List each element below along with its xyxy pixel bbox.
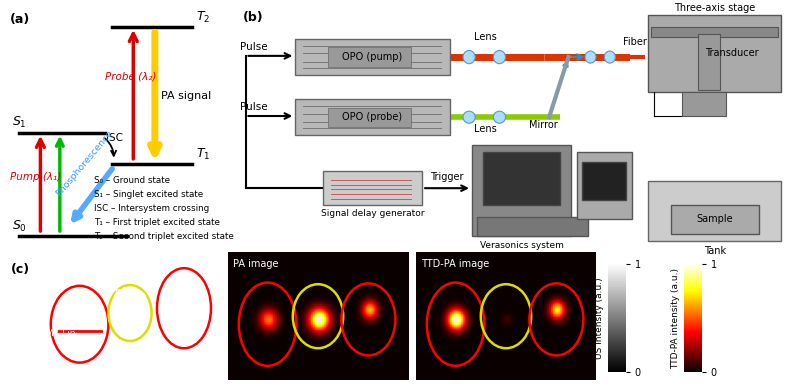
Text: Trigger: Trigger xyxy=(430,172,464,182)
Text: 2 mm: 2 mm xyxy=(146,357,173,366)
Text: Ink: Ink xyxy=(114,288,128,296)
FancyBboxPatch shape xyxy=(295,99,450,135)
Text: Pulse: Pulse xyxy=(240,102,268,113)
Text: ISC: ISC xyxy=(106,133,123,143)
FancyBboxPatch shape xyxy=(295,39,450,75)
Text: OPO (pump): OPO (pump) xyxy=(342,52,402,62)
Text: Signal delay generator: Signal delay generator xyxy=(321,209,424,218)
Text: T₁ – First triplet excited state: T₁ – First triplet excited state xyxy=(94,218,220,227)
Circle shape xyxy=(730,29,743,35)
Circle shape xyxy=(658,29,672,35)
FancyBboxPatch shape xyxy=(328,107,411,127)
Circle shape xyxy=(708,29,722,35)
Ellipse shape xyxy=(494,50,506,64)
Text: $T_2$: $T_2$ xyxy=(196,9,210,24)
Circle shape xyxy=(675,29,688,35)
Text: TTD-PA image: TTD-PA image xyxy=(422,258,490,268)
Ellipse shape xyxy=(494,111,506,123)
Text: S₀ – Ground state: S₀ – Ground state xyxy=(94,176,170,185)
FancyBboxPatch shape xyxy=(649,15,781,92)
Y-axis label: US intensity (a.u.): US intensity (a.u.) xyxy=(595,277,604,359)
Text: Three-axis stage: Three-axis stage xyxy=(674,3,755,13)
Ellipse shape xyxy=(62,315,98,324)
FancyBboxPatch shape xyxy=(649,181,781,241)
Text: Sample: Sample xyxy=(697,215,733,224)
Ellipse shape xyxy=(463,111,475,123)
Text: (c): (c) xyxy=(11,263,30,276)
Text: Pump (λ₁): Pump (λ₁) xyxy=(10,172,62,182)
FancyBboxPatch shape xyxy=(472,145,571,236)
Text: Lens: Lens xyxy=(474,32,497,42)
Ellipse shape xyxy=(60,299,99,318)
Text: Verasonics system: Verasonics system xyxy=(479,241,563,250)
Text: US image: US image xyxy=(46,258,92,268)
Text: Fiber: Fiber xyxy=(622,37,646,47)
Text: (a): (a) xyxy=(10,12,30,26)
Text: Apt-MB-Lip: Apt-MB-Lip xyxy=(166,258,214,268)
Text: OPO (probe): OPO (probe) xyxy=(342,112,402,122)
Y-axis label: TTD-PA intensity (a.u.): TTD-PA intensity (a.u.) xyxy=(671,268,680,369)
Ellipse shape xyxy=(463,50,475,64)
Text: ISC – Intersystem crossing: ISC – Intersystem crossing xyxy=(94,204,210,213)
Text: Tank: Tank xyxy=(704,246,726,256)
Text: Mirror: Mirror xyxy=(530,120,558,130)
Text: (b): (b) xyxy=(242,11,263,24)
Ellipse shape xyxy=(585,51,596,63)
Text: $S_0$: $S_0$ xyxy=(12,219,27,234)
Text: Pulse: Pulse xyxy=(240,42,268,52)
Text: Lens: Lens xyxy=(474,124,497,133)
Ellipse shape xyxy=(115,303,145,310)
FancyBboxPatch shape xyxy=(651,27,778,36)
Text: Probe (λ₂): Probe (λ₂) xyxy=(106,71,157,81)
Ellipse shape xyxy=(604,51,615,63)
FancyBboxPatch shape xyxy=(577,152,632,220)
FancyBboxPatch shape xyxy=(328,47,411,67)
FancyBboxPatch shape xyxy=(582,162,626,200)
Text: $T_1$: $T_1$ xyxy=(196,147,210,162)
Ellipse shape xyxy=(164,282,204,302)
Text: T₂ – Second triplet excited state: T₂ – Second triplet excited state xyxy=(94,232,234,241)
Ellipse shape xyxy=(114,289,146,305)
FancyBboxPatch shape xyxy=(323,171,422,205)
Text: PA image: PA image xyxy=(234,258,279,268)
Text: MB-Lip: MB-Lip xyxy=(46,329,76,338)
Text: $S_1$: $S_1$ xyxy=(12,115,27,130)
Text: Transducer: Transducer xyxy=(706,48,759,58)
FancyBboxPatch shape xyxy=(483,152,560,205)
Ellipse shape xyxy=(166,300,202,307)
Text: PA signal: PA signal xyxy=(162,90,212,100)
Text: Phosphorescence: Phosphorescence xyxy=(54,128,115,198)
FancyBboxPatch shape xyxy=(478,217,588,236)
FancyBboxPatch shape xyxy=(682,92,726,116)
Text: S₁ – Singlet excited state: S₁ – Singlet excited state xyxy=(94,190,203,199)
FancyBboxPatch shape xyxy=(670,205,759,234)
FancyBboxPatch shape xyxy=(698,34,720,90)
